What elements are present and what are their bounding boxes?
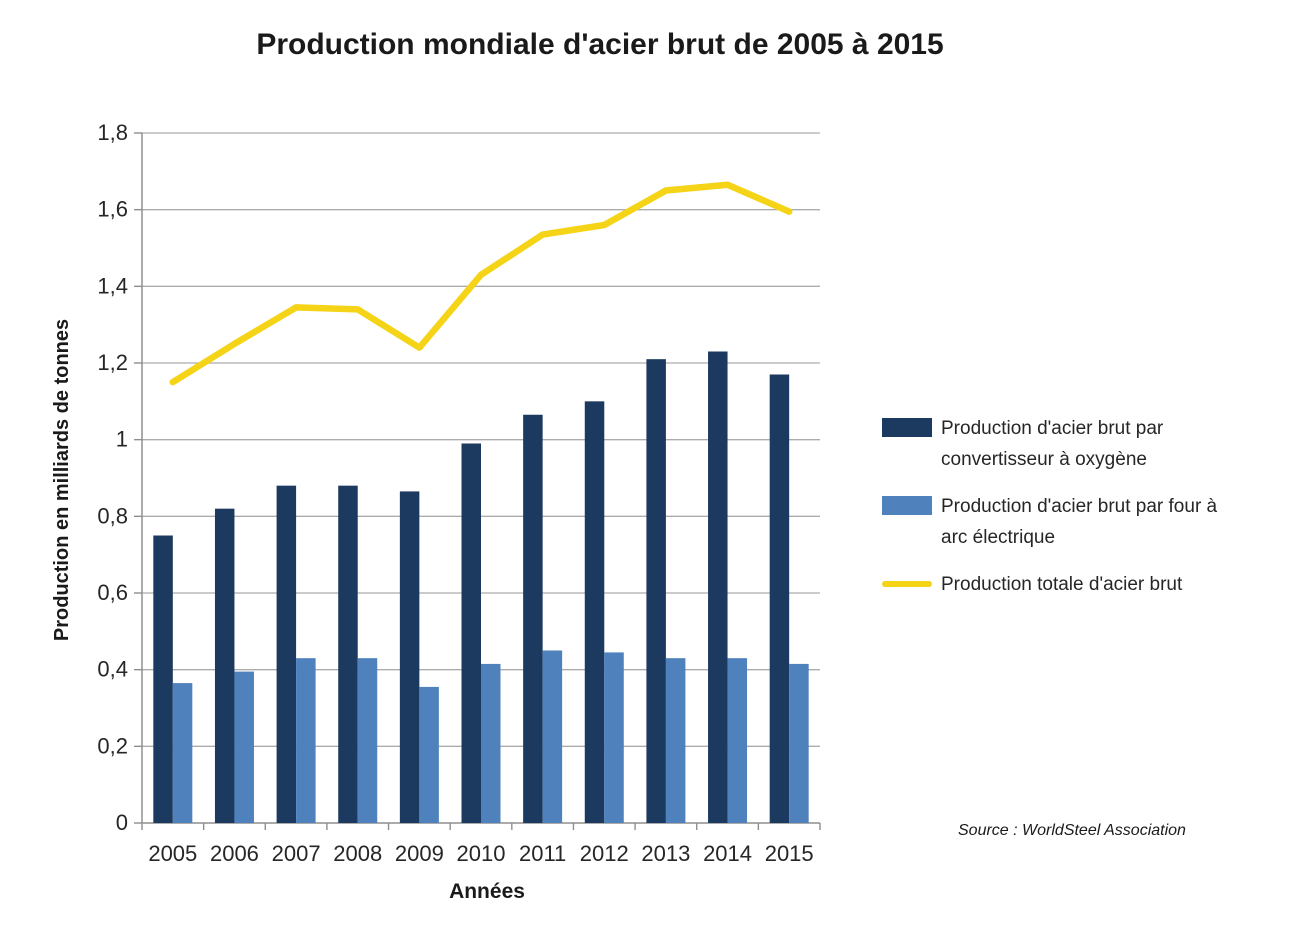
svg-text:2006: 2006 <box>210 841 259 866</box>
svg-text:0,8: 0,8 <box>97 503 128 528</box>
bar <box>399 491 420 823</box>
legend-label-electric-arc: Production d'acier brut par four à arc é… <box>941 496 1218 548</box>
svg-text:0: 0 <box>116 810 128 835</box>
bar <box>481 663 501 823</box>
svg-text:1,2: 1,2 <box>97 350 128 375</box>
bar <box>276 485 297 823</box>
svg-text:1: 1 <box>116 427 128 452</box>
bar <box>153 535 173 823</box>
svg-text:2010: 2010 <box>457 841 506 866</box>
legend-item-electric-arc: Production d'acier brut par four à arc é… <box>882 491 1234 553</box>
bar <box>646 359 666 823</box>
bar <box>769 374 790 823</box>
svg-text:0,2: 0,2 <box>97 733 128 758</box>
chart-title: Production mondiale d'acier brut de 2005… <box>256 28 944 61</box>
bars-series-0 <box>153 351 790 823</box>
svg-text:1,8: 1,8 <box>97 120 128 145</box>
svg-text:2015: 2015 <box>765 841 814 866</box>
bar <box>214 508 235 823</box>
bar <box>789 663 809 823</box>
bar <box>665 658 686 823</box>
bar <box>296 658 316 823</box>
bar <box>542 650 563 823</box>
svg-text:2012: 2012 <box>580 841 629 866</box>
svg-text:1,6: 1,6 <box>97 197 128 222</box>
legend-item-oxygen-converter: Production d'acier brut par convertisseu… <box>882 413 1234 475</box>
legend-swatch-total-line <box>882 581 932 587</box>
svg-text:0,4: 0,4 <box>97 657 128 682</box>
legend-swatch-electric-arc <box>882 496 932 515</box>
svg-text:2009: 2009 <box>395 841 444 866</box>
bar <box>708 351 728 823</box>
bar <box>357 658 378 823</box>
legend: Production d'acier brut par convertisseu… <box>882 413 1234 616</box>
bar <box>234 671 254 823</box>
bar <box>604 652 624 823</box>
bar <box>727 658 748 823</box>
axis-ticks <box>134 132 821 830</box>
bar <box>338 485 358 823</box>
bar <box>419 686 439 823</box>
svg-text:2008: 2008 <box>333 841 382 866</box>
legend-swatch-oxygen-converter <box>882 418 932 437</box>
bar <box>172 683 193 823</box>
x-tick-labels: 2005 2006 2007 2008 2009 2010 2011 2012 2013 2014… <box>148 841 813 866</box>
bars-series-1 <box>172 650 809 823</box>
svg-text:2013: 2013 <box>641 841 690 866</box>
x-axis-title: Années <box>449 880 525 903</box>
bar <box>523 414 543 823</box>
legend-label-oxygen-converter: Production d'acier brut par convertisseu… <box>941 418 1164 470</box>
svg-text:2011: 2011 <box>519 841 566 866</box>
svg-text:2007: 2007 <box>272 841 321 866</box>
svg-text:1,4: 1,4 <box>97 273 128 298</box>
svg-text:0,6: 0,6 <box>97 580 128 605</box>
total-line <box>169 181 793 386</box>
legend-item-total: Production totale d'acier brut <box>882 569 1234 600</box>
bar <box>461 443 481 823</box>
bar <box>584 401 605 823</box>
source-note: Source : WorldSteel Association <box>958 822 1186 839</box>
svg-text:2014: 2014 <box>703 841 752 866</box>
legend-label-total: Production totale d'acier brut <box>941 574 1183 595</box>
svg-text:2005: 2005 <box>148 841 197 866</box>
y-tick-labels: 0 0,2 0,4 0,6 0,8 1 1,2 1,4 1,6 1,8 <box>97 120 128 835</box>
